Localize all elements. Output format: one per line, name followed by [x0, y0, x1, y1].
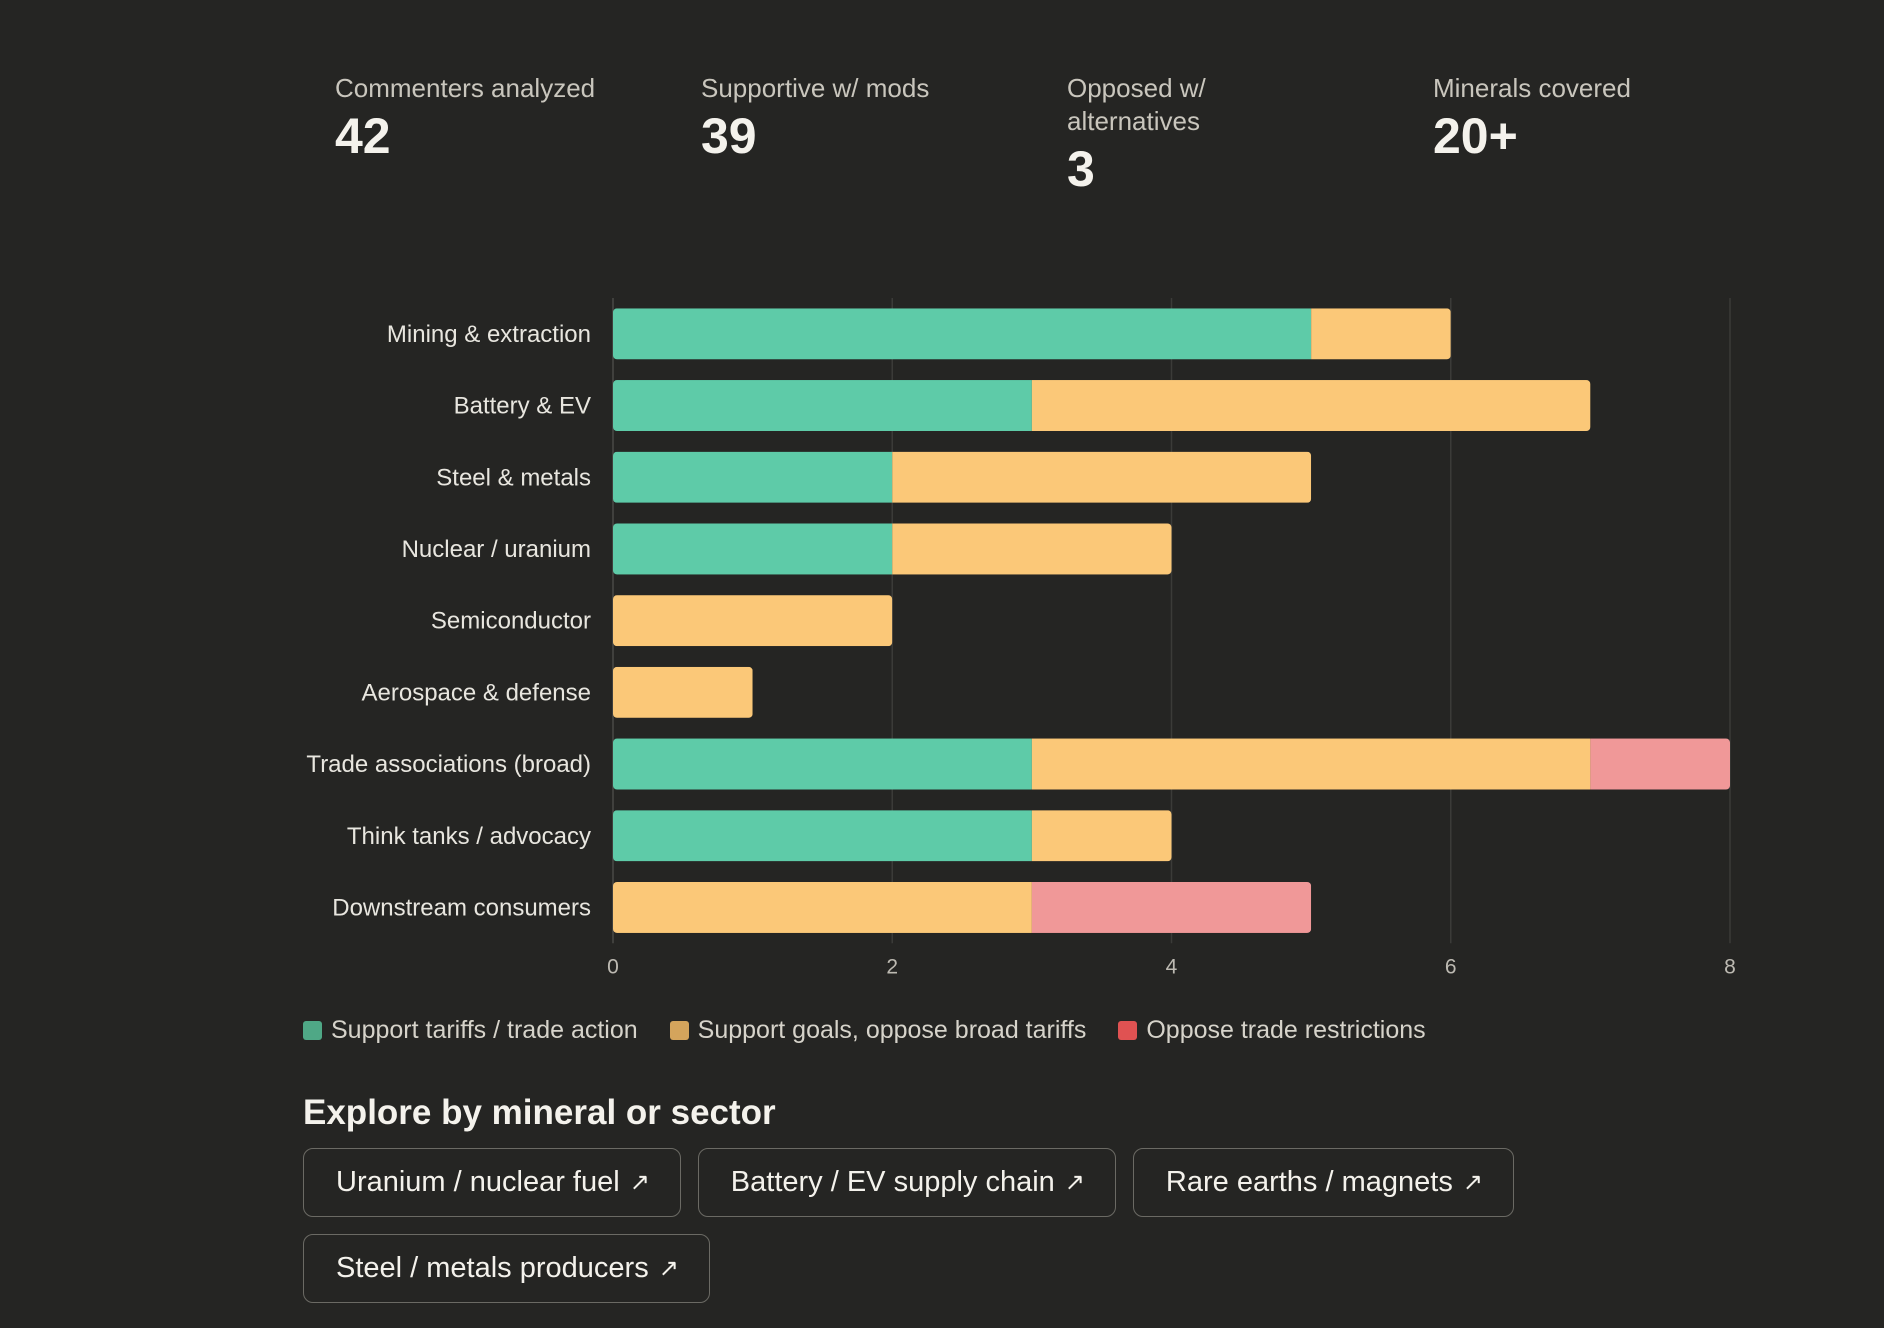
- category-label: Downstream consumers: [332, 894, 591, 921]
- stat-label: Supportive w/ mods: [701, 73, 930, 103]
- bar-segment: [613, 523, 893, 575]
- bar-segment: [1031, 810, 1172, 862]
- legend-swatch: [303, 1020, 322, 1040]
- bar-segment: [613, 810, 1032, 862]
- legend-swatch: [1118, 1020, 1138, 1040]
- bar-segment: [1031, 738, 1591, 790]
- link-steel-metals-producers[interactable]: Steel / metals producers ↗: [303, 1234, 710, 1303]
- category-label: Semiconductor: [431, 608, 591, 635]
- stat-label: Minerals covered: [1433, 73, 1631, 103]
- arrow-up-right-icon: ↗: [629, 1169, 650, 1196]
- category-label: Battery & EV: [454, 393, 591, 420]
- x-axis-ticks: 0 2 4 6 8: [607, 955, 1736, 978]
- category-label: Think tanks / advocacy: [347, 823, 591, 850]
- bar-segment: [1031, 380, 1591, 432]
- bar-segment: [613, 451, 893, 503]
- category-label: Aerospace & defense: [362, 679, 592, 706]
- link-label: Battery / EV supply chain: [730, 1166, 1055, 1198]
- legend-label: Oppose trade restrictions: [1146, 1015, 1426, 1044]
- bar-segment: [1311, 308, 1451, 360]
- bar-segment: [613, 595, 893, 647]
- stacked-bar-chart: Mining & extraction Battery & EV Steel & m…: [306, 298, 1736, 978]
- bar-row: [613, 881, 1312, 933]
- link-label: Uranium / nuclear fuel: [336, 1166, 620, 1198]
- stat-value: 39: [701, 108, 757, 164]
- link-rare-earths-magnets[interactable]: Rare earths / magnets ↗: [1132, 1148, 1514, 1217]
- legend-label: Support goals, oppose broad tariffs: [697, 1015, 1087, 1044]
- bar-row: [613, 308, 1451, 360]
- bar-row: [613, 810, 1172, 862]
- bar-segment: [1031, 881, 1312, 933]
- bar-row: [613, 523, 1172, 575]
- legend-item-support-tariffs: Support tariffs / trade action: [303, 1016, 638, 1045]
- stat-label: Opposed w/ alternatives: [1067, 73, 1206, 136]
- legend-item-support-goals: Support goals, oppose broad tariffs: [669, 1015, 1087, 1045]
- bar-segment: [613, 738, 1032, 790]
- bar-segment: [613, 666, 753, 718]
- summary-stats: Commenters analyzed 42 Supportive w/ mod…: [335, 72, 1815, 202]
- x-tick-label: 0: [607, 955, 619, 978]
- stat-value: 20+: [1433, 108, 1518, 164]
- legend-swatch: [669, 1020, 689, 1040]
- category-labels: Mining & extraction Battery & EV Steel & m…: [306, 321, 591, 922]
- arrow-up-right-icon: ↗: [658, 1255, 679, 1282]
- bar-segment: [892, 451, 1312, 503]
- x-tick-label: 4: [1166, 955, 1178, 978]
- category-label: Nuclear / uranium: [402, 536, 591, 563]
- legend-label: Support tariffs / trade action: [331, 1015, 638, 1044]
- bar-row: [613, 451, 1312, 503]
- stat-value: 42: [335, 108, 391, 164]
- bar-row: [613, 738, 1730, 790]
- stat-label: Commenters analyzed: [335, 73, 596, 103]
- bar-segment: [613, 380, 1032, 432]
- link-battery-ev-supply-chain[interactable]: Battery / EV supply chain ↗: [697, 1148, 1116, 1217]
- stat-minerals-covered: Minerals covered 20+: [1433, 72, 1733, 165]
- bar-segment: [1590, 738, 1730, 790]
- link-label: Steel / metals producers: [336, 1252, 649, 1284]
- category-label: Steel & metals: [436, 464, 591, 491]
- link-uranium-nuclear-fuel[interactable]: Uranium / nuclear fuel ↗: [303, 1148, 681, 1217]
- stat-commenters-analyzed: Commenters analyzed 42: [335, 72, 635, 165]
- chart-legend: Support tariffs / trade action Support g…: [303, 1013, 1458, 1047]
- category-label: Trade associations (broad): [306, 751, 591, 778]
- explore-links: Uranium / nuclear fuel ↗ Battery / EV su…: [303, 1148, 1603, 1320]
- bars: [613, 308, 1730, 933]
- bar-row: [613, 595, 893, 647]
- category-label: Mining & extraction: [387, 321, 591, 348]
- explore-title: Explore by mineral or sector: [303, 1093, 776, 1132]
- legend-item-oppose-restrictions: Oppose trade restrictions: [1118, 1015, 1426, 1045]
- bar-segment: [892, 523, 1172, 575]
- x-tick-label: 2: [886, 955, 898, 978]
- stat-opposed-with-alternatives: Opposed w/ alternatives 3: [1067, 72, 1242, 198]
- arrow-up-right-icon: ↗: [1462, 1169, 1483, 1196]
- bar-segment: [613, 308, 1312, 360]
- arrow-up-right-icon: ↗: [1064, 1169, 1085, 1196]
- stat-value: 3: [1067, 141, 1095, 197]
- bar-row: [613, 380, 1591, 432]
- x-tick-label: 6: [1445, 955, 1457, 978]
- link-label: Rare earths / magnets: [1165, 1166, 1453, 1198]
- bar-segment: [613, 881, 1032, 933]
- stat-supportive-with-mods: Supportive w/ mods 39: [701, 72, 1001, 165]
- bar-row: [613, 666, 753, 718]
- x-tick-label: 8: [1724, 955, 1736, 978]
